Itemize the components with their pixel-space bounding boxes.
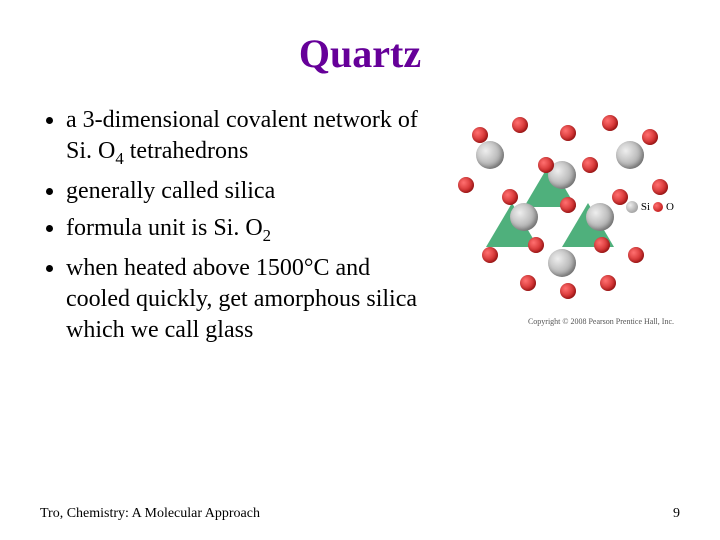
page-number: 9 (673, 506, 680, 522)
oxygen-atom-icon (520, 275, 536, 291)
oxygen-atom-icon (458, 177, 474, 193)
silicon-atom-icon (476, 141, 504, 169)
legend-si-label: Si (641, 201, 650, 213)
oxygen-atom-icon (642, 129, 658, 145)
legend-o-label: O (666, 201, 674, 213)
oxygen-atom-icon (560, 283, 576, 299)
bullet-list: a 3-dimensional covalent network of Si. … (40, 105, 440, 352)
oxygen-atom-icon (528, 237, 544, 253)
oxygen-atom-icon (600, 275, 616, 291)
silicon-atom-icon (510, 203, 538, 231)
oxygen-atom-icon (582, 157, 598, 173)
silicon-atom-icon (586, 203, 614, 231)
oxygen-atom-icon (482, 247, 498, 263)
bullet-item: a 3-dimensional covalent network of Si. … (66, 105, 440, 170)
slide: Quartz a 3-dimensional covalent network … (0, 0, 720, 540)
page-title: Quartz (40, 30, 680, 77)
oxygen-atom-icon (628, 247, 644, 263)
silicon-atom-icon (616, 141, 644, 169)
legend: Si O (626, 201, 674, 213)
molecule-diagram: Si O (450, 105, 680, 315)
oxygen-atom-icon (560, 197, 576, 213)
oxygen-atom-icon (652, 179, 668, 195)
oxygen-atom-icon (594, 237, 610, 253)
footer: Tro, Chemistry: A Molecular Approach 9 (40, 506, 680, 522)
bullet-item: generally called silica (66, 176, 440, 207)
bullet-item: when heated above 1500°C and cooled quic… (66, 253, 440, 347)
oxygen-atom-icon (538, 157, 554, 173)
oxygen-atom-icon (472, 127, 488, 143)
oxygen-swatch-icon (653, 202, 663, 212)
silicon-swatch-icon (626, 201, 638, 213)
oxygen-atom-icon (502, 189, 518, 205)
quartz-figure: Si O Copyright © 2008 Pearson Prentice H… (450, 105, 680, 326)
footer-left: Tro, Chemistry: A Molecular Approach (40, 506, 260, 522)
silicon-atom-icon (548, 249, 576, 277)
oxygen-atom-icon (560, 125, 576, 141)
figure-copyright: Copyright © 2008 Pearson Prentice Hall, … (528, 317, 680, 326)
oxygen-atom-icon (512, 117, 528, 133)
bullet-item: formula unit is Si. O2 (66, 213, 440, 247)
oxygen-atom-icon (612, 189, 628, 205)
oxygen-atom-icon (602, 115, 618, 131)
body-row: a 3-dimensional covalent network of Si. … (40, 105, 680, 352)
